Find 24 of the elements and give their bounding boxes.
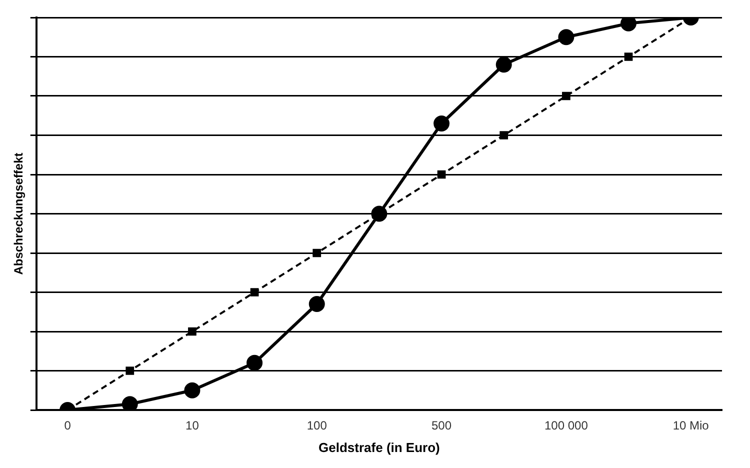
x-tick-label: 10 Mio (672, 418, 710, 433)
x-axis-title: Geldstrafe (in Euro) (318, 440, 440, 455)
point (250, 288, 259, 296)
point (246, 354, 263, 371)
x-tick-label: 100 000 (544, 418, 588, 433)
point (188, 327, 196, 336)
point (496, 56, 512, 73)
point (620, 18, 637, 32)
y-axis-title: Abschreckungseffekt (12, 152, 26, 275)
x-tick-label: 0 (64, 418, 72, 433)
point (308, 296, 325, 312)
x-tick-label: 100 (306, 418, 328, 433)
point (122, 396, 138, 410)
point (312, 248, 322, 258)
point (126, 366, 134, 375)
point (500, 131, 508, 140)
point (624, 52, 633, 61)
x-tick-label: 500 (432, 418, 452, 433)
point (562, 92, 570, 100)
x-tick-label: 10 (186, 418, 200, 433)
point (184, 382, 200, 398)
point (437, 170, 446, 179)
point (558, 29, 574, 46)
point (434, 115, 450, 132)
